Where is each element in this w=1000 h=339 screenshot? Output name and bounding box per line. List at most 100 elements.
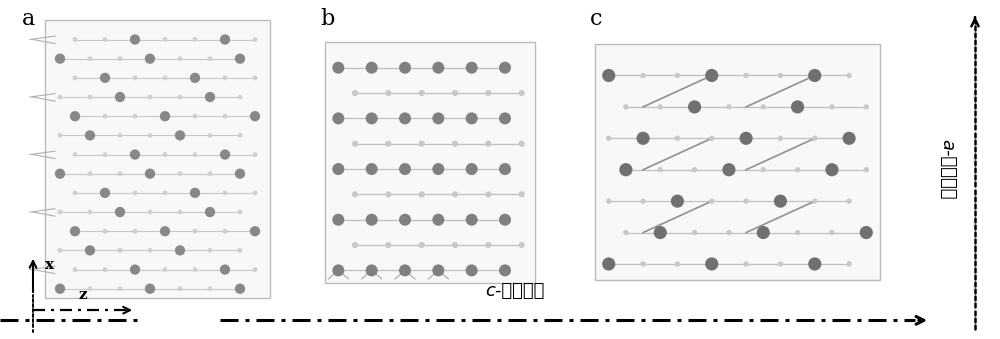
Point: [447, 90, 463, 96]
Point: [142, 171, 158, 176]
Point: [807, 73, 823, 78]
Point: [127, 190, 143, 196]
Point: [142, 94, 158, 100]
Point: [514, 192, 530, 197]
Point: [635, 198, 651, 204]
Point: [635, 136, 651, 141]
Point: [127, 114, 143, 119]
Point: [157, 267, 173, 272]
Point: [202, 133, 218, 138]
Point: [652, 230, 668, 235]
Point: [824, 230, 840, 235]
Point: [112, 248, 128, 253]
Point: [247, 114, 263, 119]
Point: [704, 261, 720, 267]
Point: [841, 73, 857, 78]
Point: [247, 75, 263, 81]
Point: [52, 56, 68, 61]
Point: [669, 198, 685, 204]
Point: [480, 90, 496, 96]
Point: [464, 65, 480, 71]
Bar: [45, 20, 270, 298]
Point: [464, 268, 480, 273]
Point: [772, 136, 788, 141]
Point: [127, 152, 143, 157]
Point: [669, 73, 685, 78]
Point: [738, 73, 754, 78]
Point: [202, 248, 218, 253]
Point: [172, 210, 188, 215]
Bar: [595, 44, 880, 280]
Point: [858, 167, 874, 173]
Point: [172, 171, 188, 176]
Point: [127, 75, 143, 81]
Point: [232, 248, 248, 253]
Text: c: c: [590, 8, 602, 31]
Point: [790, 104, 806, 109]
Point: [738, 261, 754, 267]
Point: [82, 171, 98, 176]
Point: [480, 242, 496, 248]
Point: [112, 133, 128, 138]
Point: [82, 94, 98, 100]
Point: [772, 198, 788, 204]
Point: [738, 198, 754, 204]
Point: [687, 104, 703, 109]
Point: [380, 192, 396, 197]
Point: [217, 75, 233, 81]
Point: [330, 65, 346, 71]
Point: [112, 171, 128, 176]
Point: [157, 114, 173, 119]
Point: [858, 104, 874, 109]
Point: [414, 141, 430, 146]
Point: [330, 268, 346, 273]
Point: [738, 136, 754, 141]
Point: [97, 75, 113, 81]
Point: [172, 56, 188, 61]
Point: [67, 152, 83, 157]
Point: [330, 166, 346, 172]
Point: [97, 228, 113, 234]
Point: [790, 230, 806, 235]
Point: [430, 116, 446, 121]
Point: [721, 104, 737, 109]
Point: [364, 65, 380, 71]
Point: [704, 198, 720, 204]
Point: [364, 268, 380, 273]
Point: [414, 192, 430, 197]
Text: a-电场方向: a-电场方向: [938, 139, 956, 200]
Point: [480, 141, 496, 146]
Point: [247, 228, 263, 234]
Point: [142, 248, 158, 253]
Point: [82, 286, 98, 292]
Point: [127, 267, 143, 272]
Point: [347, 141, 363, 146]
Point: [807, 136, 823, 141]
Point: [824, 167, 840, 173]
Point: [347, 242, 363, 248]
Point: [157, 228, 173, 234]
Text: a: a: [22, 8, 35, 31]
Point: [52, 171, 68, 176]
Point: [397, 217, 413, 222]
Point: [142, 133, 158, 138]
Point: [347, 90, 363, 96]
Point: [721, 167, 737, 173]
Point: [380, 90, 396, 96]
Point: [807, 261, 823, 267]
Point: [97, 114, 113, 119]
Point: [112, 210, 128, 215]
Point: [497, 65, 513, 71]
Text: c-电场方向: c-电场方向: [485, 282, 545, 300]
Point: [514, 242, 530, 248]
Point: [687, 167, 703, 173]
Point: [755, 230, 771, 235]
Point: [430, 268, 446, 273]
Point: [790, 167, 806, 173]
Point: [497, 217, 513, 222]
Point: [52, 94, 68, 100]
Point: [601, 136, 617, 141]
Point: [202, 210, 218, 215]
Point: [601, 261, 617, 267]
Point: [97, 37, 113, 42]
